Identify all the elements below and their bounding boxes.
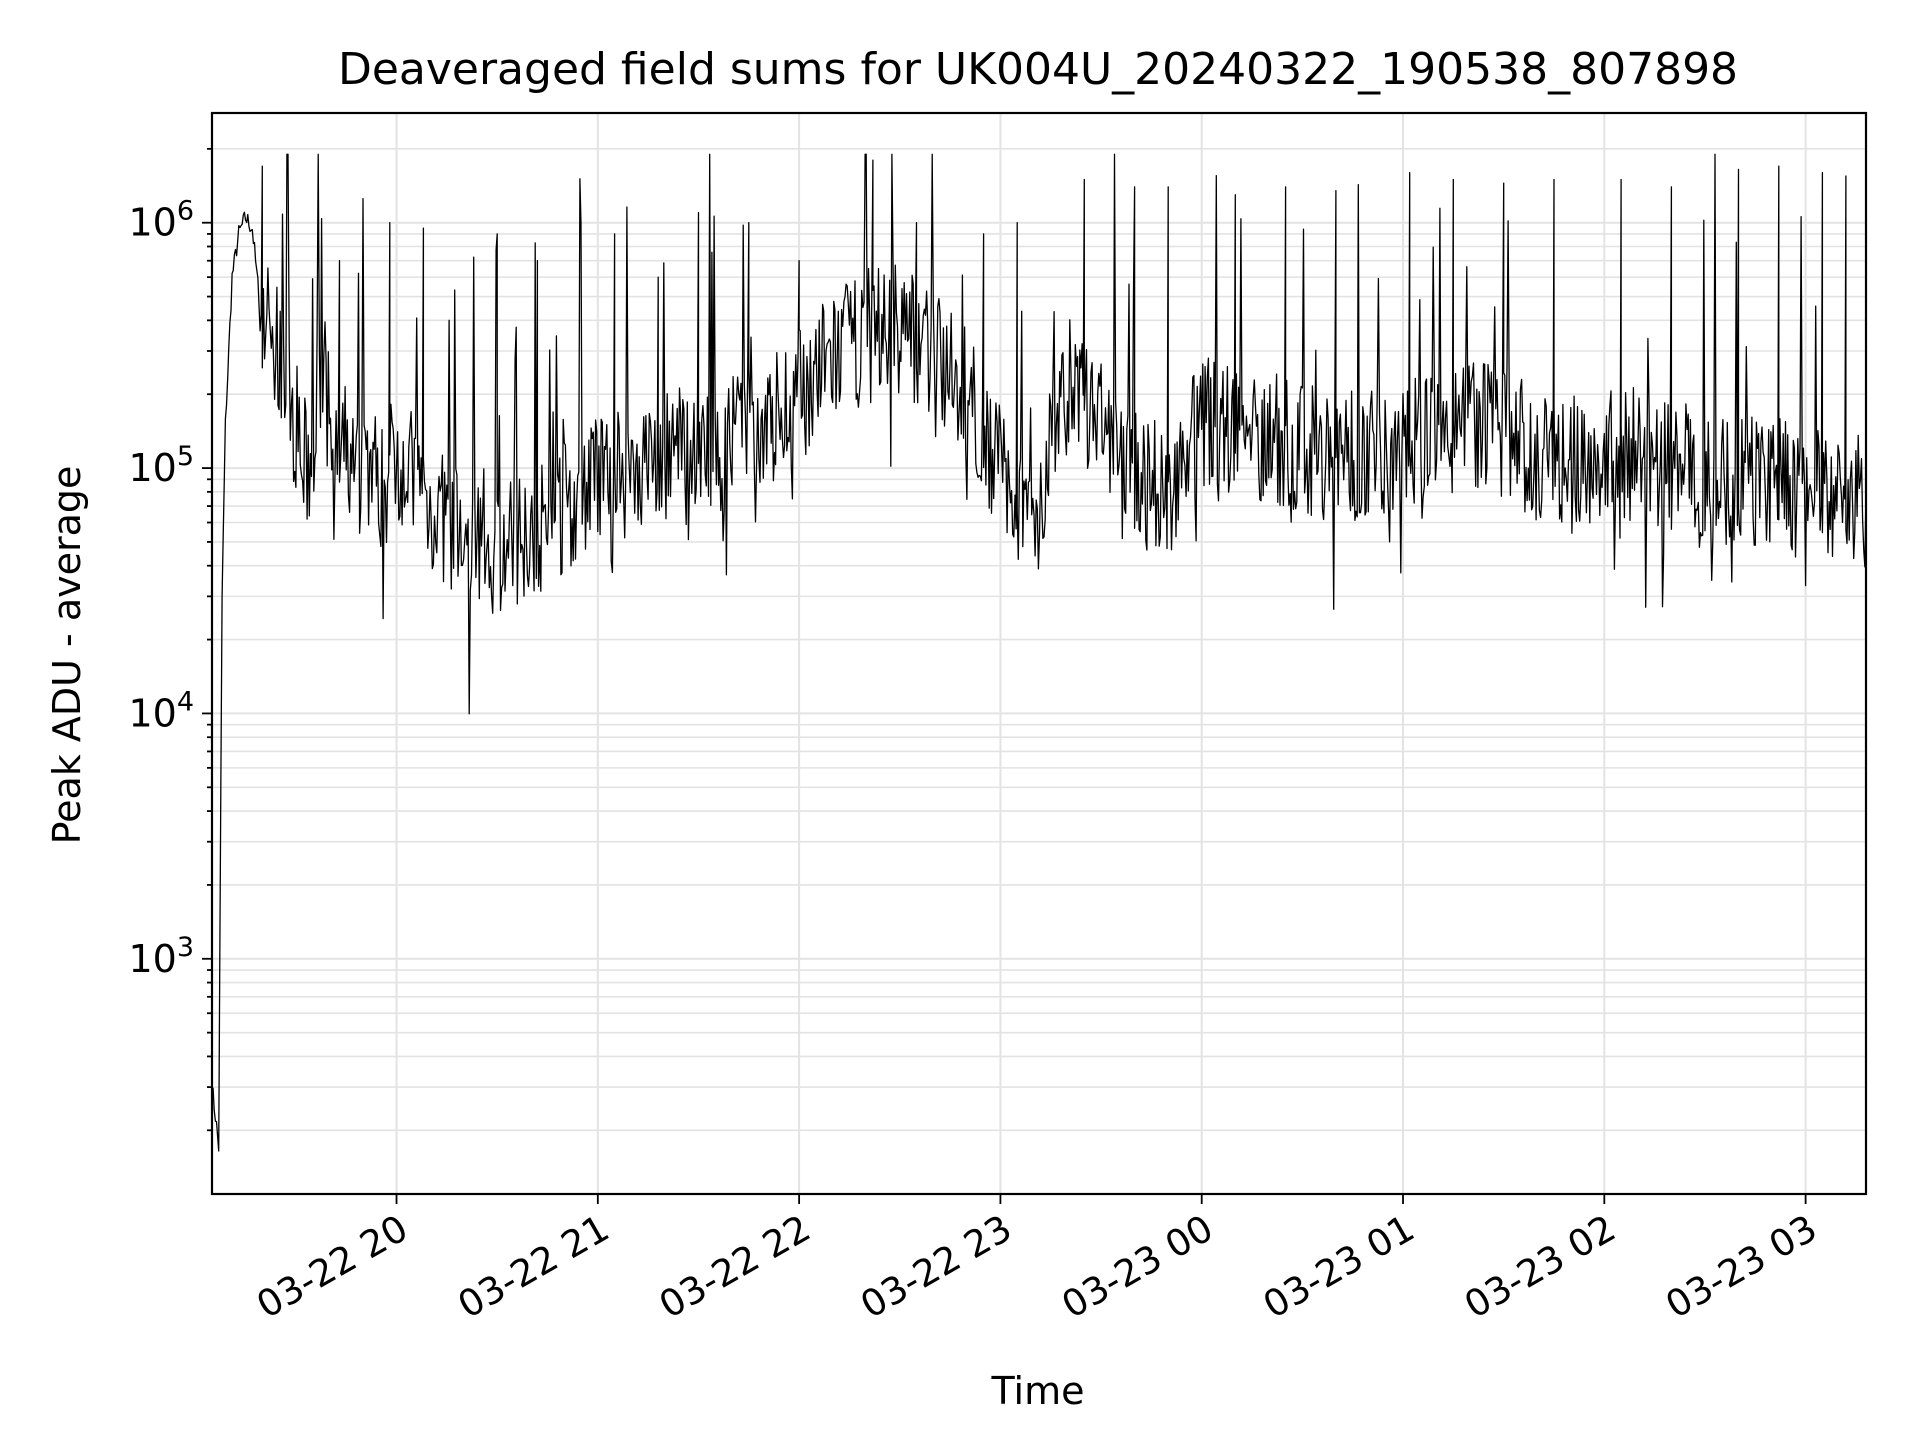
- y-tick-exponent: 3: [177, 932, 194, 963]
- y-tick-base: 10: [128, 937, 176, 981]
- y-tick-exponent: 6: [177, 196, 194, 227]
- y-tick-base: 10: [128, 446, 176, 490]
- series-layer: [211, 153, 1867, 1152]
- chart-title: Deaveraged field sums for UK004U_2024032…: [338, 44, 1738, 95]
- plot-frame: [210, 111, 1868, 1196]
- y-axis-label: Peak ADU - average: [45, 466, 89, 845]
- series-line: [211, 153, 1867, 1152]
- y-tick-label: 106: [128, 196, 194, 245]
- y-tick-exponent: 4: [177, 686, 194, 717]
- y-tick-base: 10: [128, 201, 176, 245]
- y-tick-label: 105: [128, 441, 194, 490]
- y-tick-exponent: 5: [177, 441, 194, 472]
- y-tick-base: 10: [128, 691, 176, 735]
- y-tick-label: 104: [128, 686, 194, 735]
- y-tick-label: 103: [128, 932, 194, 981]
- x-axis-label: Time: [991, 1369, 1085, 1413]
